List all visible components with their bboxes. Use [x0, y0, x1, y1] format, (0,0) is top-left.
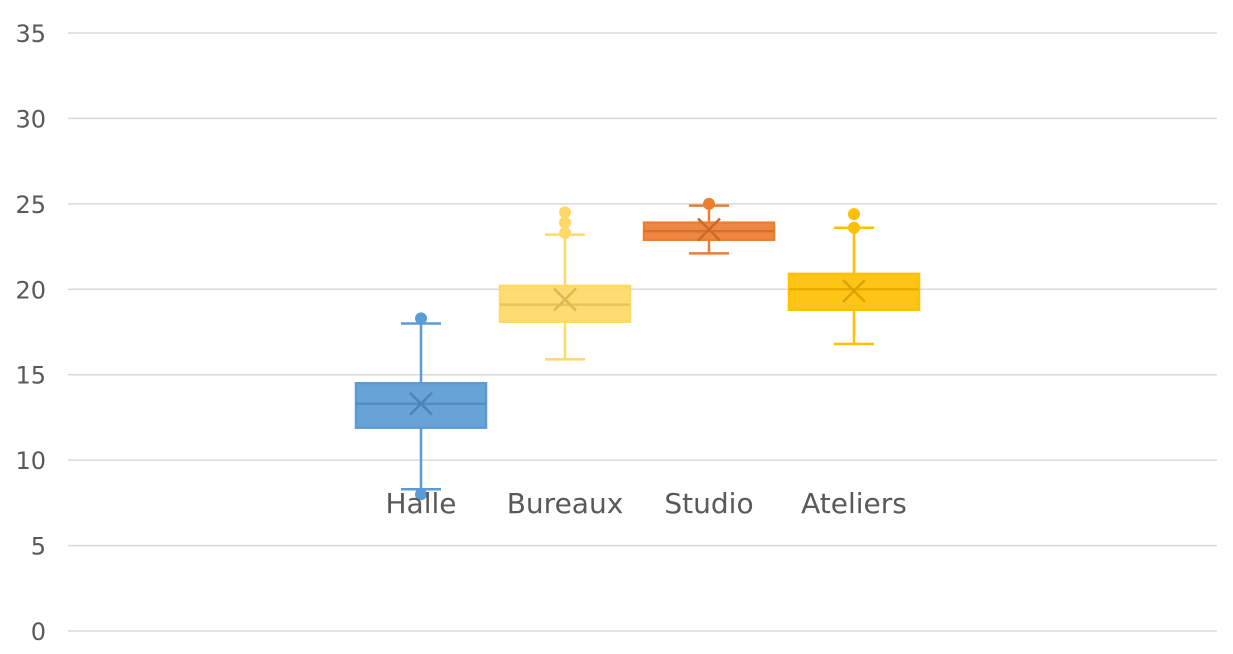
category-label-studio: Studio — [664, 487, 753, 520]
mean-marker-b-studio — [697, 217, 721, 242]
category-label-ateliers: Ateliers — [801, 487, 907, 520]
category-labels: Halle Bureaux Studio Ateliers — [386, 487, 907, 520]
box-halle — [354, 312, 488, 501]
y-axis-tick-labels: 0 5 10 15 20 25 30 35 — [15, 20, 46, 646]
box-ateliers — [787, 208, 921, 346]
mean-marker-b-bureaux — [553, 287, 577, 312]
mean-marker-b-ateliers — [842, 279, 866, 303]
y-tick-label-20: 20 — [15, 276, 46, 304]
mean-marker-b-halle — [409, 391, 433, 416]
y-tick-label-10: 10 — [15, 447, 46, 475]
outlier-bureaux-0 — [559, 226, 571, 239]
gridlines — [68, 32, 1217, 632]
y-tick-label-30: 30 — [15, 105, 46, 133]
outlier-studio-0 — [703, 197, 715, 210]
outlier-ateliers-1 — [848, 208, 860, 221]
y-tick-label-35: 35 — [15, 20, 46, 48]
y-tick-label-5: 5 — [31, 533, 46, 561]
y-tick-label-25: 25 — [15, 191, 46, 219]
category-label-bureaux: Bureaux — [507, 487, 624, 520]
outlier-bureaux-1 — [559, 216, 571, 229]
outlier-halle-1 — [415, 312, 427, 325]
box-series — [354, 197, 921, 501]
box-bureaux — [498, 206, 632, 361]
y-tick-label-15: 15 — [15, 362, 46, 390]
outlier-halle-0 — [415, 488, 427, 501]
outlier-ateliers-0 — [848, 221, 860, 234]
box-studio — [642, 197, 776, 255]
y-tick-label-0: 0 — [31, 618, 46, 646]
outlier-bureaux-2 — [559, 206, 571, 219]
category-label-halle: Halle — [386, 487, 457, 520]
